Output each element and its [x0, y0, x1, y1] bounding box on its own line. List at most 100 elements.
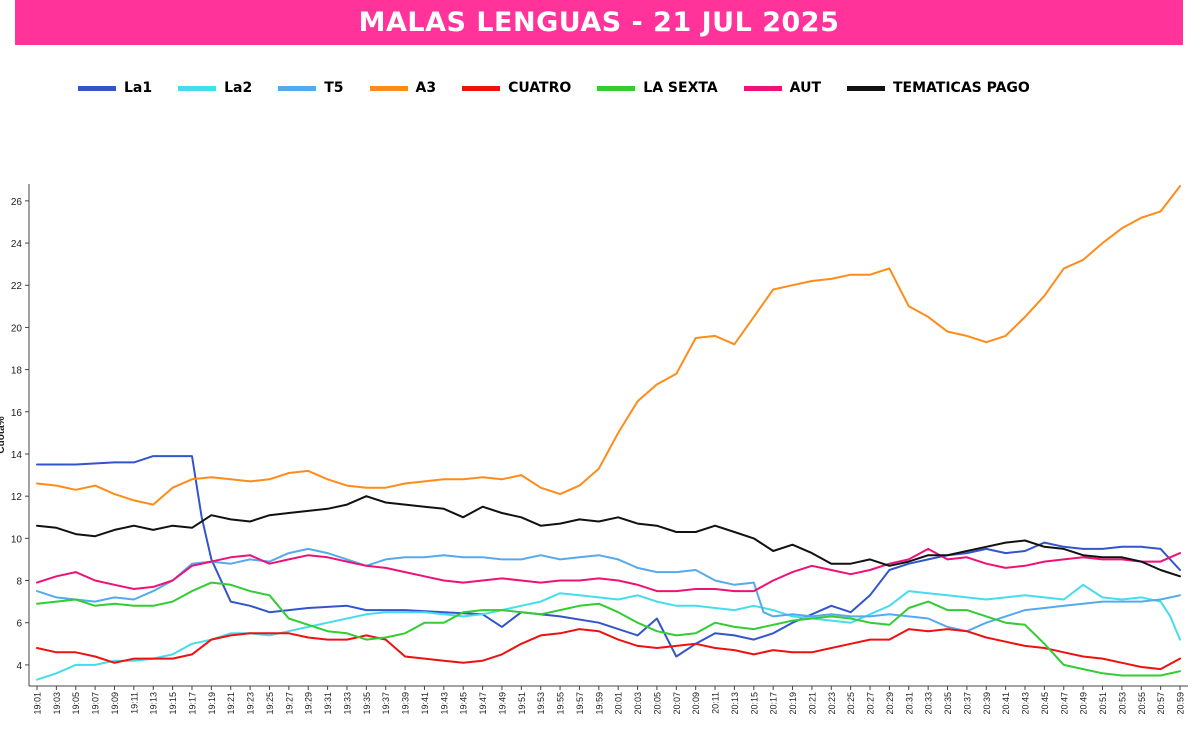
- x-tick-label: 20:53: [1117, 692, 1127, 715]
- legend-label: La1: [124, 80, 153, 96]
- x-tick-label: 19:09: [110, 692, 120, 715]
- y-tick-label: 10: [11, 534, 23, 545]
- x-tick-label: 20:47: [1059, 692, 1069, 715]
- legend-item: A3: [369, 80, 437, 96]
- y-tick-label: 22: [11, 281, 23, 292]
- x-tick-label: 19:55: [556, 692, 566, 715]
- x-tick-label: 19:35: [362, 692, 372, 715]
- x-tick-label: 20:41: [1001, 692, 1011, 715]
- x-tick-label: 19:13: [149, 692, 159, 715]
- legend-item: T5: [278, 80, 344, 96]
- x-tick-label: 20:37: [962, 692, 972, 715]
- y-tick-label: 8: [16, 577, 22, 588]
- legend-swatch: [369, 85, 408, 91]
- x-tick-label: 19:17: [187, 692, 197, 715]
- x-tick-label: 19:31: [323, 692, 333, 715]
- x-tick-label: 20:35: [943, 692, 953, 715]
- x-tick-label: 20:27: [866, 692, 876, 715]
- x-tick-label: 19:37: [381, 692, 391, 715]
- x-tick-label: 19:59: [594, 692, 604, 715]
- x-tick-label: 20:31: [904, 692, 914, 715]
- x-tick-label: 19:15: [168, 692, 178, 715]
- x-tick-label: 19:11: [129, 692, 139, 714]
- y-axis-label: Cuota%: [0, 416, 7, 453]
- legend-item: La2: [178, 80, 252, 96]
- x-tick-label: 20:09: [691, 692, 701, 715]
- y-tick-label: 12: [11, 492, 23, 503]
- x-tick-label: 19:45: [459, 692, 469, 715]
- y-tick-label: 4: [16, 661, 22, 672]
- y-tick-label: 18: [11, 366, 23, 377]
- x-tick-label: 20:45: [1040, 692, 1050, 715]
- y-tick-label: 16: [11, 408, 23, 419]
- x-tick-label: 20:17: [769, 692, 779, 715]
- series-line-a3: [36, 185, 1181, 506]
- legend-swatch: [462, 85, 501, 91]
- legend-swatch: [847, 85, 885, 91]
- series-line-aut: [36, 547, 1181, 593]
- x-tick-label: 20:43: [1021, 692, 1031, 715]
- legend-swatch: [78, 85, 116, 91]
- series-line-tematicas-pago: [36, 495, 1181, 578]
- x-tick-label: 19:01: [33, 692, 43, 715]
- x-tick-label: 19:23: [246, 692, 256, 715]
- x-tick-label: 20:39: [982, 692, 992, 715]
- x-tick-label: 19:47: [478, 692, 488, 715]
- legend-item: CUATRO: [462, 80, 571, 96]
- x-tick-label: 20:25: [846, 692, 856, 715]
- x-tick-label: 20:11: [711, 692, 721, 714]
- x-tick-label: 19:19: [207, 692, 217, 715]
- x-tick-label: 20:49: [1079, 692, 1089, 715]
- x-tick-label: 19:33: [342, 692, 352, 715]
- legend: La1 La2 T5 A3 CUATRO LA SEXTA AUT TEMATICAS PAG…: [78, 80, 1056, 96]
- series-line-la-sexta: [36, 581, 1181, 677]
- title-banner: MALAS LENGUAS - 21 JUL 2025: [15, 0, 1183, 45]
- x-tick-label: 19:51: [517, 692, 527, 715]
- legend-label: CUATRO: [508, 80, 572, 96]
- x-tick-label: 20:29: [885, 692, 895, 715]
- series-line-t5: [36, 547, 1181, 633]
- legend-item: TEMATICAS PAGO: [847, 80, 1030, 96]
- series-line-cuatro: [36, 628, 1181, 671]
- x-tick-label: 20:21: [807, 692, 817, 715]
- chart-title: MALAS LENGUAS - 21 JUL 2025: [358, 7, 840, 38]
- legend-item: LA SEXTA: [597, 80, 718, 96]
- y-tick-label: 20: [11, 323, 23, 334]
- x-tick-label: 19:27: [284, 692, 294, 715]
- legend-label: T5: [324, 80, 344, 96]
- y-tick-label: 24: [11, 239, 23, 250]
- x-tick-label: 19:25: [265, 692, 275, 715]
- x-tick-label: 20:51: [1098, 692, 1108, 715]
- x-tick-label: 19:39: [401, 692, 411, 715]
- y-tick-label: 6: [16, 619, 22, 630]
- legend-swatch: [178, 85, 217, 91]
- x-tick-label: 20:01: [614, 692, 624, 715]
- legend-item: AUT: [743, 80, 821, 96]
- legend-swatch: [743, 85, 782, 91]
- series-line-la2: [36, 583, 1181, 681]
- x-tick-label: 19:57: [575, 692, 585, 715]
- legend-label: La2: [224, 80, 253, 96]
- x-tick-label: 20:07: [672, 692, 682, 715]
- legend-swatch: [597, 85, 636, 91]
- x-tick-label: 20:15: [749, 692, 759, 715]
- x-tick-label: 19:07: [91, 692, 101, 715]
- legend-label: TEMATICAS PAGO: [893, 80, 1030, 96]
- x-tick-label: 20:03: [633, 692, 643, 715]
- x-tick-label: 19:03: [52, 692, 62, 715]
- y-tick-label: 26: [11, 197, 23, 208]
- x-tick-label: 19:29: [304, 692, 314, 715]
- legend-label: A3: [415, 80, 437, 96]
- x-tick-label: 20:57: [1156, 692, 1166, 715]
- x-tick-label: 20:13: [730, 692, 740, 715]
- legend-item: La1: [78, 80, 152, 96]
- legend-swatch: [278, 85, 317, 91]
- x-tick-label: 19:41: [420, 692, 430, 715]
- legend-label: LA SEXTA: [643, 80, 718, 96]
- x-tick-label: 19:49: [497, 692, 507, 715]
- x-tick-label: 20:55: [1137, 692, 1147, 715]
- legend-label: AUT: [789, 80, 821, 96]
- x-tick-label: 20:33: [924, 692, 934, 715]
- x-tick-label: 19:43: [439, 692, 449, 715]
